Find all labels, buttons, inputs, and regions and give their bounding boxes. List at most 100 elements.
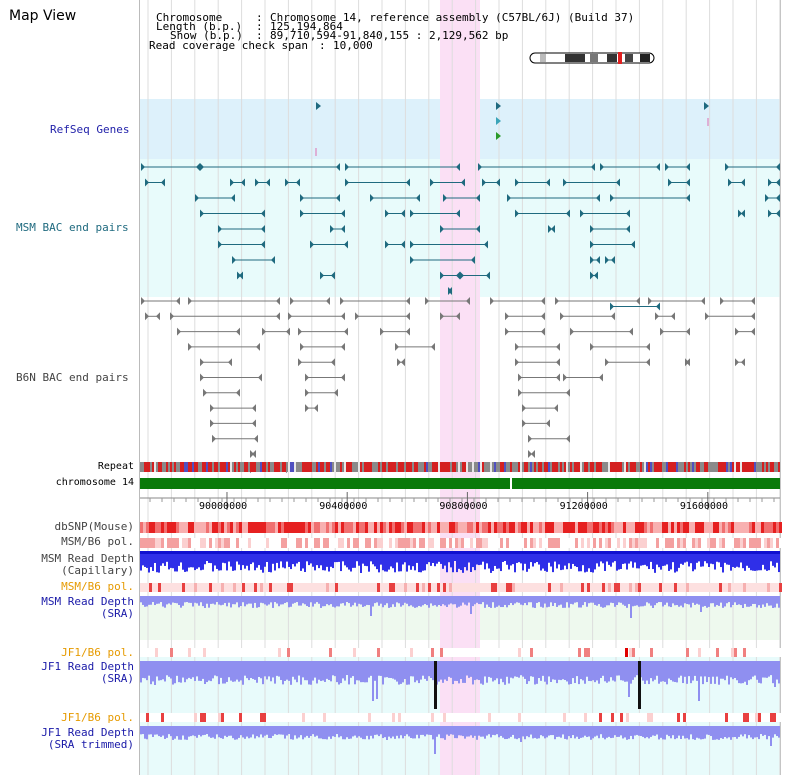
msm-depth-capillary-bar <box>488 551 490 569</box>
jf1-depth-bar <box>692 661 694 681</box>
msm-b6-pol-sra-cell <box>611 583 614 592</box>
jf1-b6-pol-cell <box>671 713 674 722</box>
msm-bac-pair-end <box>200 209 204 218</box>
repeat-block <box>302 462 304 472</box>
jf1-b6-pol-cell <box>461 713 464 722</box>
msm-depth-sra-bar <box>294 596 296 603</box>
jf1-trimmed-depth-bar <box>212 726 214 738</box>
msm-b6-pol-sra-label[interactable]: MSM/B6 pol. <box>61 580 134 593</box>
jf1-b6-pol-cell <box>218 713 221 722</box>
jf1-depth-bar <box>182 661 184 678</box>
jf1-depth-label[interactable]: JF1 Read Depth <box>41 660 134 673</box>
dbsnp-cell <box>590 522 593 533</box>
msm-depth-capillary-bar <box>770 551 772 562</box>
jf1-trimmed-depth-bar <box>654 726 656 736</box>
msm-depth-sra-bar <box>748 596 750 607</box>
jf1-b6-pol-cell <box>488 648 491 657</box>
repeat-block <box>688 462 690 472</box>
chromosome-track-label[interactable]: chromosome 14 <box>55 477 134 488</box>
dbsnp-cell <box>545 522 548 533</box>
jf1-depth-bar <box>324 661 326 682</box>
jf1-depth-bar <box>632 661 634 680</box>
msm-b6-pol-sra-cell <box>710 583 713 592</box>
jf1-depth-bar <box>598 661 600 684</box>
msm-depth-capillary-bar <box>616 551 618 571</box>
jf1-b6-pol-cell <box>311 713 314 722</box>
msm-depth-capillary-bar <box>406 551 408 572</box>
repeat-block <box>640 462 642 472</box>
chromosome-ideogram[interactable] <box>529 52 655 64</box>
msm-b6-pol-sra-cell <box>635 583 638 592</box>
msm-depth-sra-bar <box>604 596 606 608</box>
dbsnp-track-label[interactable]: dbSNP(Mouse) <box>54 520 134 533</box>
jf1-depth-bar <box>552 661 554 680</box>
msm-depth-sra-bar <box>172 596 174 603</box>
msm-depth-sra-bar <box>410 596 412 606</box>
msm-depth-capillary-bar <box>510 551 512 566</box>
jf1-trimmed-depth-bar <box>352 726 354 737</box>
msm-b6-pol-cell <box>398 538 401 548</box>
jf1-depth-bar <box>426 661 428 681</box>
jf1-depth-bar <box>294 661 296 680</box>
b6n-bac-track-label[interactable]: B6N BAC end pairs <box>16 371 129 384</box>
repeat-block <box>304 462 306 472</box>
jf1-b6-pol-label-1[interactable]: JF1/B6 pol. <box>61 646 134 659</box>
msm-bac-pair-end <box>456 271 460 280</box>
jf1-depth-bar <box>510 661 512 678</box>
repeat-block <box>468 462 470 472</box>
jf1-trimmed-depth-bar <box>734 726 736 738</box>
chromosome-bar[interactable] <box>140 478 780 489</box>
jf1-depth-bar <box>254 661 256 680</box>
jf1-b6-pol-label-2[interactable]: JF1/B6 pol. <box>61 711 134 724</box>
msm-depth-sra-label[interactable]: MSM Read Depth <box>41 595 134 608</box>
jf1-trimmed-depth-bar <box>424 726 426 737</box>
axis-tick-label: 91200000 <box>559 501 608 512</box>
jf1-depth-bar <box>362 661 364 683</box>
jf1-depth-bar <box>772 661 774 684</box>
jf1-b6-pol-cell <box>458 648 461 657</box>
b6n-bac-pair-end <box>141 297 145 305</box>
msm-b6-pol-cell <box>497 538 500 548</box>
repeat-block <box>774 462 776 472</box>
msm-depth-sra-bar <box>250 596 252 604</box>
msm-bac-pair-end <box>626 209 630 218</box>
repeat-block <box>696 462 698 472</box>
msm-depth-capillary-bar <box>498 551 500 569</box>
msm-depth-capillary-bar <box>494 551 496 566</box>
jf1-depth-bar <box>486 661 488 683</box>
repeat-track-label[interactable]: Repeat <box>97 461 134 472</box>
msm-depth-capillary-bar <box>220 551 222 571</box>
jf1-b6-pol-cell <box>506 648 509 657</box>
msm-depth-capillary-bar <box>460 551 462 571</box>
msm-depth-capillary-label[interactable]: MSM Read Depth <box>41 552 134 565</box>
repeat-block <box>430 462 432 472</box>
msm-b6-pol-capillary-label[interactable]: MSM/B6 pol. <box>61 535 134 548</box>
msm-b6-pol-cell <box>524 538 527 548</box>
msm-bac-pair-end <box>741 178 745 187</box>
b6n-bac-pair-end <box>145 312 149 321</box>
jf1-b6-pol-cell <box>146 648 149 657</box>
refseq-track-label[interactable]: RefSeq Genes <box>50 123 130 136</box>
msm-depth-capillary-bar <box>292 551 294 565</box>
selection-highlight[interactable] <box>440 0 480 775</box>
msm-depth-sra-bar <box>466 596 468 606</box>
b6n-bac-pair-end <box>200 373 204 382</box>
msm-b6-pol-cell <box>269 538 272 548</box>
msm-b6-pol-sra-cell <box>380 583 383 592</box>
jf1-b6-pol-cell <box>662 648 665 657</box>
dbsnp-cell <box>362 522 365 533</box>
jf1-depth-bar <box>458 661 460 684</box>
jf1-b6-pol-cell <box>329 713 332 722</box>
repeat-block <box>360 462 362 472</box>
jf1-trimmed-depth-label[interactable]: JF1 Read Depth <box>41 726 134 739</box>
msm-depth-sra-bar <box>514 596 516 604</box>
msm-bac-pair-end <box>232 256 236 264</box>
msm-depth-sra-bar <box>316 596 318 603</box>
b6n-bac-pair-end <box>298 327 302 336</box>
msm-bac-track-label[interactable]: MSM BAC end pairs <box>16 221 129 234</box>
dbsnp-cell <box>608 522 611 533</box>
msm-b6-pol-sra-cell <box>308 583 311 592</box>
jf1-b6-pol-cell <box>614 648 617 657</box>
jf1-trimmed-depth-bar <box>554 726 556 740</box>
